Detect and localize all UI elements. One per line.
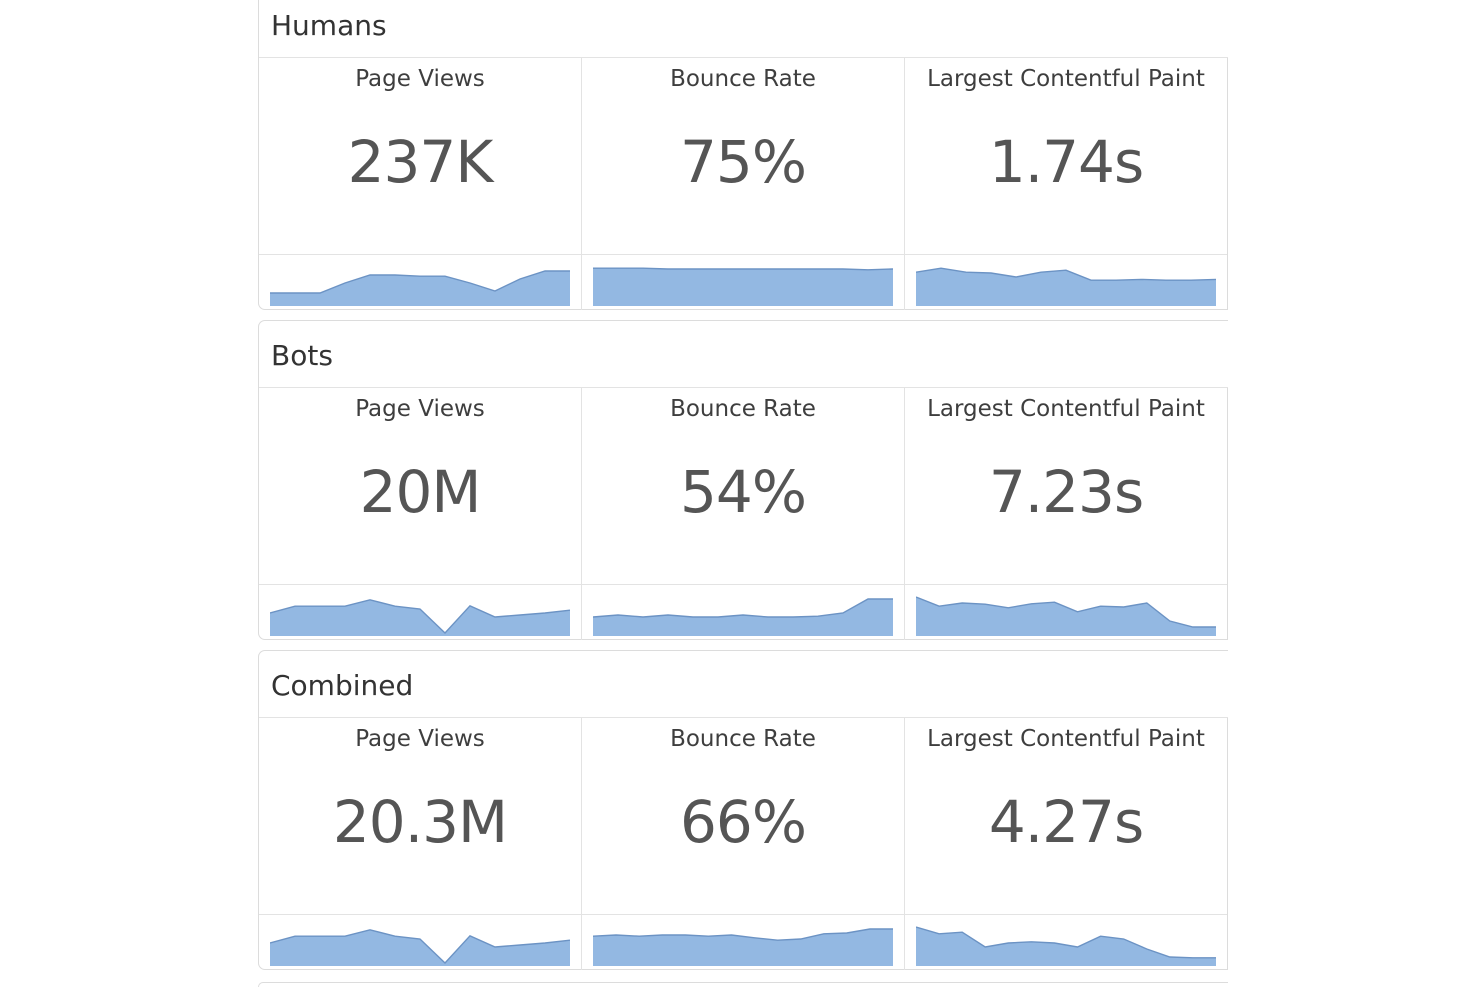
card-value: 75% — [582, 98, 904, 255]
card-label: Largest Contentful Paint — [927, 66, 1205, 92]
card-value: 66% — [582, 758, 904, 915]
card-lcp[interactable]: Largest Contentful Paint 4.27s — [905, 718, 1228, 970]
section-title: Humans — [259, 0, 1228, 58]
card-page-views[interactable]: Page Views 20M — [259, 388, 582, 640]
card-bounce-rate[interactable]: Bounce Rate 66% — [582, 718, 905, 970]
sparkline — [259, 255, 581, 310]
section-title: Combined — [259, 651, 1228, 718]
sparkline-area — [270, 271, 570, 306]
sparkline — [582, 585, 904, 640]
card-label: Page Views — [355, 66, 485, 92]
sparkline-area — [916, 927, 1216, 966]
sparkline-line — [593, 598, 893, 618]
sparkline-area — [593, 929, 893, 966]
card-label: Largest Contentful Paint — [927, 396, 1205, 422]
card-bounce-rate[interactable]: Bounce Rate 54% — [582, 388, 905, 640]
sparkline — [259, 915, 581, 970]
sparkline — [259, 585, 581, 640]
next-section-edge — [258, 982, 1228, 987]
card-row: Page Views 20M Bounce Rate 54% Largest C… — [259, 388, 1228, 640]
card-bounce-rate[interactable]: Bounce Rate 75% — [582, 58, 905, 310]
card-page-views[interactable]: Page Views 20.3M — [259, 718, 582, 970]
card-row: Page Views 20.3M Bounce Rate 66% Largest… — [259, 718, 1228, 970]
card-value: 7.23s — [905, 428, 1227, 585]
card-value: 4.27s — [905, 758, 1227, 915]
card-label: Page Views — [355, 396, 485, 422]
card-label: Bounce Rate — [670, 726, 816, 752]
sparkline-area — [916, 268, 1216, 306]
sparkline-area — [593, 599, 893, 636]
card-value: 237K — [259, 98, 581, 255]
sparkline-area — [270, 599, 570, 636]
sparkline-line — [270, 270, 570, 294]
card-value: 20M — [259, 428, 581, 585]
card-value: 1.74s — [905, 98, 1227, 255]
sparkline — [905, 585, 1227, 640]
card-row: Page Views 237K Bounce Rate 75% Largest … — [259, 58, 1228, 310]
card-lcp[interactable]: Largest Contentful Paint 7.23s — [905, 388, 1228, 640]
card-label: Page Views — [355, 726, 485, 752]
sparkline — [582, 915, 904, 970]
sparkline-line — [593, 928, 893, 941]
section-combined: Combined Page Views 20.3M Bounce Rate 66… — [258, 650, 1228, 970]
sparkline-line — [270, 929, 570, 965]
dashboard: Humans Page Views 237K Bounce Rate 75% L… — [258, 0, 1228, 980]
card-page-views[interactable]: Page Views 237K — [259, 58, 582, 310]
card-label: Bounce Rate — [670, 396, 816, 422]
section-bots: Bots Page Views 20M Bounce Rate 54% Larg… — [258, 320, 1228, 640]
sparkline — [905, 915, 1227, 970]
section-humans: Humans Page Views 237K Bounce Rate 75% L… — [258, 0, 1228, 310]
sparkline-line — [916, 596, 1216, 628]
sparkline-area — [270, 929, 570, 966]
card-value: 20.3M — [259, 758, 581, 915]
sparkline — [905, 255, 1227, 310]
card-label: Largest Contentful Paint — [927, 726, 1205, 752]
card-value: 54% — [582, 428, 904, 585]
sparkline-area — [916, 597, 1216, 636]
card-lcp[interactable]: Largest Contentful Paint 1.74s — [905, 58, 1228, 310]
sparkline — [582, 255, 904, 310]
sparkline-line — [270, 599, 570, 635]
sparkline-line — [916, 267, 1216, 281]
card-label: Bounce Rate — [670, 66, 816, 92]
sparkline-line — [916, 926, 1216, 959]
sparkline-area — [593, 268, 893, 306]
sparkline-line — [593, 267, 893, 271]
section-title: Bots — [259, 321, 1228, 388]
